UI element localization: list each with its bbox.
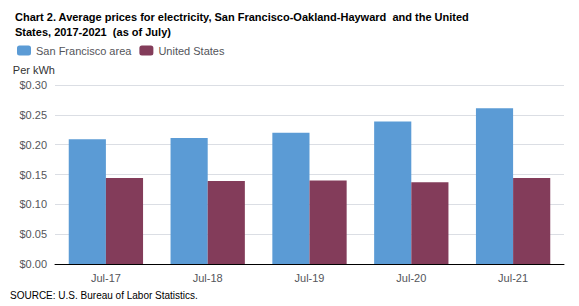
svg-text:Jul-19: Jul-19 bbox=[295, 272, 325, 284]
svg-text:States, 2017-2021 (as of July: States, 2017-2021 (as of July) bbox=[15, 26, 171, 38]
svg-text:$0.15: $0.15 bbox=[19, 169, 47, 181]
svg-text:Jul-18: Jul-18 bbox=[193, 272, 223, 284]
svg-text:$0.10: $0.10 bbox=[19, 198, 47, 210]
svg-text:Per kWh: Per kWh bbox=[13, 64, 55, 76]
svg-text:Chart 2. Average prices for el: Chart 2. Average prices for electricity,… bbox=[15, 11, 469, 23]
svg-text:$0.05: $0.05 bbox=[19, 228, 47, 240]
svg-text:SOURCE: U.S. Bureau of Labor S: SOURCE: U.S. Bureau of Labor Statistics. bbox=[10, 290, 198, 301]
svg-text:$0.20: $0.20 bbox=[19, 139, 47, 151]
svg-text:Jul-20: Jul-20 bbox=[396, 272, 426, 284]
svg-text:San Francisco area: San Francisco area bbox=[36, 45, 132, 57]
svg-text:$0.30: $0.30 bbox=[19, 79, 47, 91]
svg-text:$0.25: $0.25 bbox=[19, 109, 47, 121]
svg-text:Jul-17: Jul-17 bbox=[91, 272, 121, 284]
svg-text:Jul-21: Jul-21 bbox=[498, 272, 528, 284]
svg-text:United States: United States bbox=[158, 45, 225, 57]
svg-text:$0.00: $0.00 bbox=[19, 258, 47, 270]
